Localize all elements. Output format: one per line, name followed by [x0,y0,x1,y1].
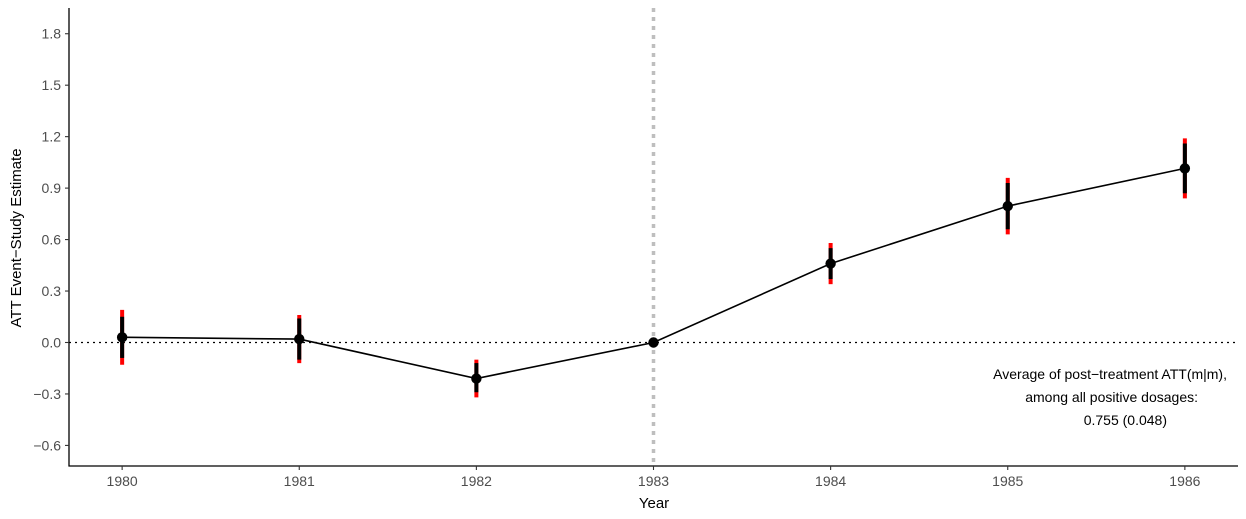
y-axis-title: ATT Event−Study Estimate [8,148,25,327]
x-tick-label: 1985 [992,473,1023,489]
uniform-confidence-bands [120,138,1187,398]
y-tick-label: 1.2 [42,129,62,145]
y-tick-label: 0.9 [42,180,62,196]
x-tick-label: 1980 [107,473,138,489]
annotation-line-3: 0.755 (0.048) [1084,412,1167,428]
estimate-points [116,163,1191,384]
annotation: Average of post−treatment ATT(m|m), amon… [993,366,1227,428]
y-axis-ticks: −0.6 −0.3 0.0 0.3 0.6 0.9 1.2 1.5 1.8 [33,26,69,453]
y-tick-label: 1.5 [42,77,62,93]
estimate-point [1179,163,1191,174]
annotation-line-2: among all positive dosages: [1025,389,1198,405]
x-tick-label: 1982 [461,473,492,489]
y-tick-label: −0.6 [33,437,61,453]
x-axis-ticks: 1980 1981 1982 1983 1984 1985 1986 [107,466,1201,489]
x-tick-label: 1983 [638,473,669,489]
x-tick-label: 1984 [815,473,846,489]
annotation-line-1: Average of post−treatment ATT(m|m), [993,366,1227,382]
y-tick-label: 0.0 [42,334,62,350]
estimate-point [471,373,482,384]
y-tick-label: 1.8 [42,26,62,42]
y-tick-label: 0.3 [42,283,62,299]
estimate-point [648,337,659,348]
x-axis-title: Year [639,495,669,512]
estimate-point [294,333,305,345]
estimate-point [1002,200,1013,212]
y-tick-label: 0.6 [42,232,62,248]
x-tick-label: 1986 [1169,473,1200,489]
reference-lines [69,8,1238,466]
estimate-point [825,258,836,269]
y-tick-label: −0.3 [33,386,61,402]
estimate-point [116,332,128,343]
x-tick-label: 1981 [284,473,315,489]
